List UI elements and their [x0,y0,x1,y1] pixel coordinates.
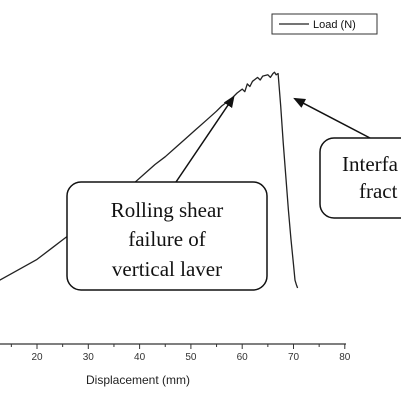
callout-line-2: failure of [128,227,206,251]
annotation-arrow-interface [293,97,371,139]
legend-box [271,13,378,35]
callout-line-2: fract [359,179,398,203]
x-tick-label: 70 [288,352,300,363]
callout-box-rolling-shear [66,181,268,291]
x-axis-ticks: 20 30 40 50 60 70 80 [10,344,351,363]
x-tick-label: 30 [83,352,95,363]
legend: Load (N) [271,13,378,35]
x-tick-label: 40 [134,352,146,363]
x-tick-label: 20 [31,352,43,363]
callout-line-1: Interfa [342,152,399,176]
legend-entry-load: Load (N) [313,19,356,31]
annotation-arrow-rolling-shear [175,95,235,183]
annotation-rolling-shear: Rolling shear failure of vertical laver [66,95,268,291]
x-tick-label: 60 [237,352,249,363]
x-axis-label: Displacement (mm) [86,373,190,387]
x-tick-label: 80 [339,352,351,363]
annotation-interface-fracture: Interfa fract [293,97,401,219]
callout-line-1: Rolling shear [111,198,224,222]
callout-line-3: vertical laver [112,257,222,281]
x-tick-label: 50 [185,352,197,363]
callout-box-interface [319,137,401,219]
